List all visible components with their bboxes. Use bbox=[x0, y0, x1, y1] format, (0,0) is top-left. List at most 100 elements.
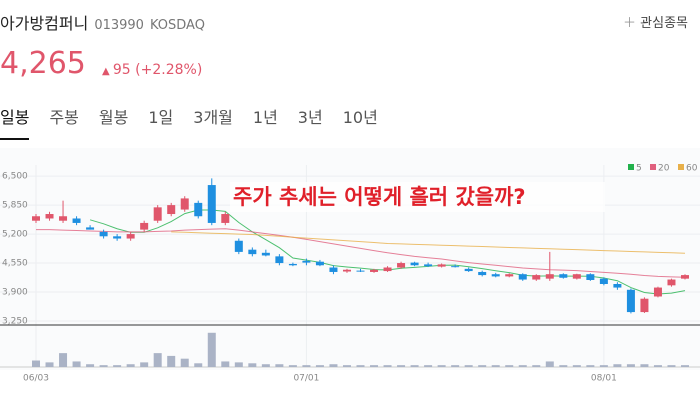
candle-body bbox=[667, 279, 676, 286]
change: ▲ 95 (+2.28%) bbox=[102, 62, 203, 78]
volume-bar bbox=[681, 365, 689, 367]
favorite-button[interactable]: ＋ 관심종목 bbox=[623, 16, 688, 31]
legend-swatch bbox=[678, 164, 684, 170]
candle-body bbox=[221, 214, 230, 223]
candle-body bbox=[491, 274, 500, 277]
candle-body bbox=[126, 234, 135, 239]
legend-label: 60 bbox=[686, 164, 698, 174]
volume-bar bbox=[545, 361, 554, 367]
period-tab[interactable]: 3년 bbox=[297, 108, 323, 127]
volume-bar bbox=[194, 363, 203, 367]
volume-bar bbox=[559, 365, 568, 367]
volume-bar bbox=[59, 353, 68, 367]
candle-body bbox=[586, 274, 595, 280]
volume-bar bbox=[180, 358, 189, 367]
candle-body bbox=[140, 222, 149, 230]
legend-label: 5 bbox=[636, 164, 642, 174]
volume-bar bbox=[667, 365, 676, 367]
stock-name: 아가방컴퍼니 bbox=[0, 14, 89, 33]
volume-bar bbox=[424, 365, 433, 367]
period-tab[interactable]: 3개월 bbox=[193, 108, 233, 127]
x-tick-label: 08/01 bbox=[591, 374, 617, 384]
candle-body bbox=[640, 298, 649, 313]
y-tick-label: 3,250 bbox=[2, 316, 28, 326]
volume-bar bbox=[451, 365, 460, 367]
candle-body bbox=[234, 240, 243, 252]
favorite-label: 관심종목 bbox=[640, 16, 688, 31]
volume-bar bbox=[288, 365, 297, 367]
volume-bar bbox=[275, 364, 284, 367]
candle-body bbox=[437, 264, 446, 267]
candle-body bbox=[302, 260, 311, 263]
annotation-bg bbox=[230, 182, 605, 212]
candle-body bbox=[599, 278, 608, 284]
volume-bar bbox=[613, 364, 622, 367]
candle-body bbox=[356, 270, 365, 272]
period-tabs: 일봉 주봉 월봉 1일 3개월 1년 3년 10년 bbox=[0, 104, 378, 140]
candle-body bbox=[505, 274, 514, 277]
volume-bar bbox=[248, 363, 257, 367]
volume-bar bbox=[586, 365, 595, 367]
candle-body bbox=[342, 269, 351, 272]
volume-bar bbox=[153, 353, 162, 367]
period-tab[interactable]: 일봉 bbox=[0, 104, 30, 140]
volume-bar bbox=[99, 365, 108, 367]
x-tick-label: 07/01 bbox=[293, 374, 319, 384]
volume-bar bbox=[113, 365, 122, 367]
candle-body bbox=[45, 214, 54, 219]
candle-body bbox=[518, 274, 527, 280]
candle-body bbox=[99, 231, 108, 237]
candle-body bbox=[451, 266, 460, 268]
legend-swatch bbox=[650, 164, 656, 170]
volume-bar bbox=[207, 332, 216, 367]
period-tab[interactable]: 주봉 bbox=[49, 108, 79, 127]
stock-header: 아가방컴퍼니 013990 KOSDAQ bbox=[0, 10, 205, 34]
plot-bg bbox=[0, 148, 700, 370]
price: 4,265 bbox=[0, 46, 86, 81]
candle-body bbox=[167, 205, 176, 215]
candle-body bbox=[559, 274, 568, 278]
volume-bar bbox=[505, 365, 514, 367]
stock-code: 013990 bbox=[94, 18, 144, 33]
market: KOSDAQ bbox=[149, 18, 205, 33]
volume-bar bbox=[410, 365, 419, 367]
change-pct: (+2.28%) bbox=[135, 62, 203, 78]
moving-average bbox=[171, 231, 686, 254]
candle-body bbox=[572, 274, 581, 279]
candle-body bbox=[194, 202, 203, 217]
candle-body bbox=[180, 198, 189, 210]
candle-body bbox=[261, 252, 270, 256]
volume-bar bbox=[397, 365, 406, 367]
candle-body bbox=[315, 261, 324, 266]
candle-body bbox=[464, 268, 473, 272]
period-tab[interactable]: 월봉 bbox=[98, 108, 129, 127]
candle-body bbox=[370, 269, 379, 272]
volume-bar bbox=[342, 365, 351, 367]
period-tab[interactable]: 1일 bbox=[148, 108, 174, 127]
candle-body bbox=[86, 227, 95, 230]
candle-body bbox=[545, 274, 554, 279]
volume-bar bbox=[72, 361, 81, 367]
candle-body bbox=[72, 218, 81, 223]
volume-bar bbox=[464, 365, 473, 367]
volume-bar bbox=[32, 360, 40, 367]
candle-body bbox=[397, 263, 406, 268]
volume-bar bbox=[383, 365, 392, 367]
volume-bar bbox=[261, 364, 270, 367]
moving-average bbox=[36, 228, 686, 278]
candle-body bbox=[653, 287, 662, 297]
y-tick-label: 5,850 bbox=[2, 201, 28, 211]
candle-body bbox=[478, 271, 487, 276]
period-tab[interactable]: 1년 bbox=[252, 108, 278, 127]
period-tab[interactable]: 10년 bbox=[342, 108, 378, 127]
y-tick-label: 5,200 bbox=[2, 230, 28, 240]
volume-bar bbox=[329, 364, 338, 367]
candle-body bbox=[113, 236, 122, 239]
change-value: 95 bbox=[112, 62, 131, 78]
moving-average bbox=[89, 209, 686, 295]
annotation: 주가 추세는 어떻게 흘러 갔을까? bbox=[233, 185, 526, 209]
candle-body bbox=[532, 275, 541, 280]
candle-body bbox=[626, 289, 635, 313]
candle-body bbox=[59, 216, 68, 221]
